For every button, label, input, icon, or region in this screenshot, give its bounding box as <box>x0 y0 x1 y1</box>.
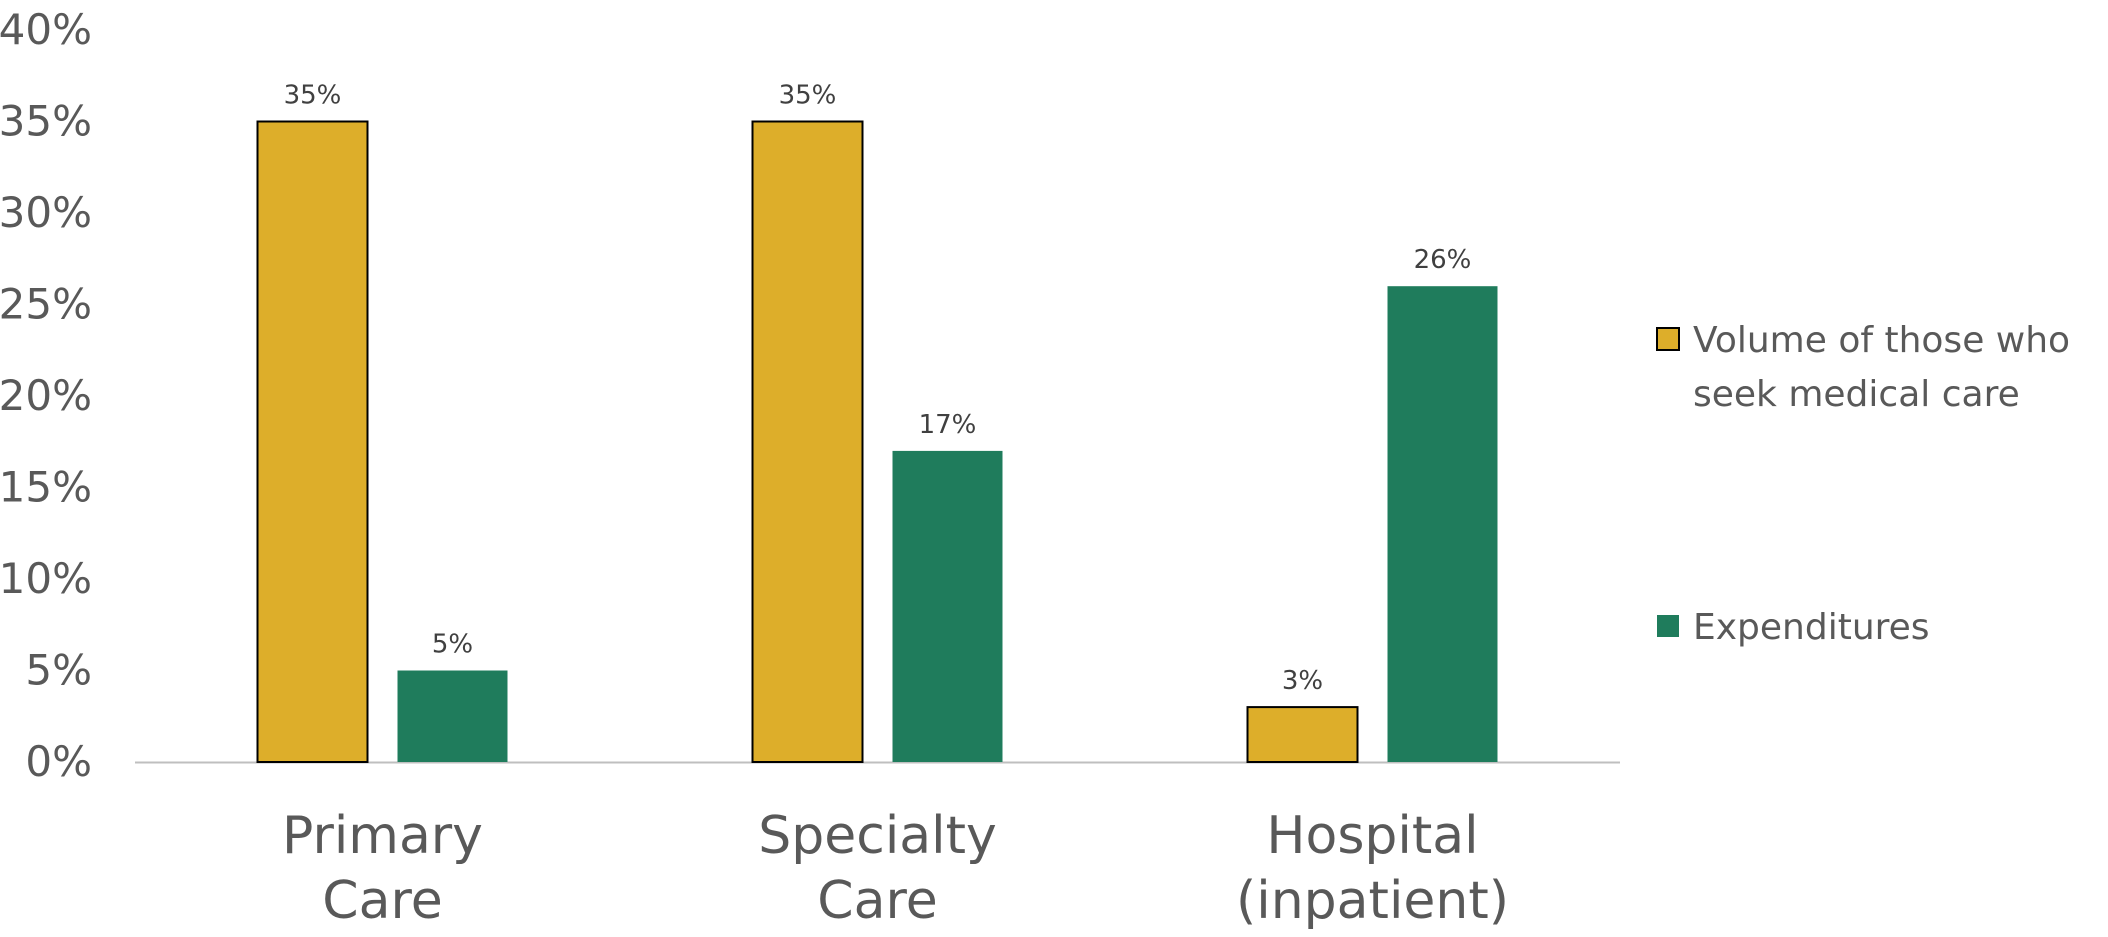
x-tick-label: Care <box>322 871 442 931</box>
bar <box>256 120 369 763</box>
y-tick-label: 20% <box>0 371 92 420</box>
data-label: 26% <box>1414 245 1472 275</box>
bar <box>892 450 1003 762</box>
data-label: 35% <box>779 81 837 111</box>
legend-swatch <box>1656 327 1680 351</box>
legend-swatch <box>1657 615 1679 637</box>
bar <box>751 120 864 763</box>
x-tick-label: Care <box>817 871 937 931</box>
data-label: 17% <box>919 410 977 440</box>
legend-label: seek medical care <box>1693 374 2020 415</box>
y-tick-label: 10% <box>0 554 92 603</box>
y-tick-label: 40% <box>0 5 92 54</box>
data-label: 35% <box>284 81 342 111</box>
x-tick-label: Primary <box>282 806 483 866</box>
legend-label: Volume of those who <box>1693 320 2070 361</box>
bar <box>397 670 508 762</box>
y-tick-label: 35% <box>0 97 92 146</box>
y-tick-label: 25% <box>0 280 92 329</box>
bar <box>1246 706 1359 763</box>
legend-label: Expenditures <box>1693 607 1930 648</box>
x-tick-label: (inpatient) <box>1236 871 1509 931</box>
y-tick-label: 0% <box>25 737 92 786</box>
x-tick-label: Specialty <box>758 806 997 866</box>
y-tick-label: 15% <box>0 463 92 512</box>
y-tick-label: 30% <box>0 188 92 237</box>
x-tick-label: Hospital <box>1266 806 1478 866</box>
bar <box>1387 286 1498 762</box>
data-label: 3% <box>1282 666 1323 696</box>
y-tick-label: 5% <box>25 646 92 695</box>
data-label: 5% <box>432 630 473 660</box>
